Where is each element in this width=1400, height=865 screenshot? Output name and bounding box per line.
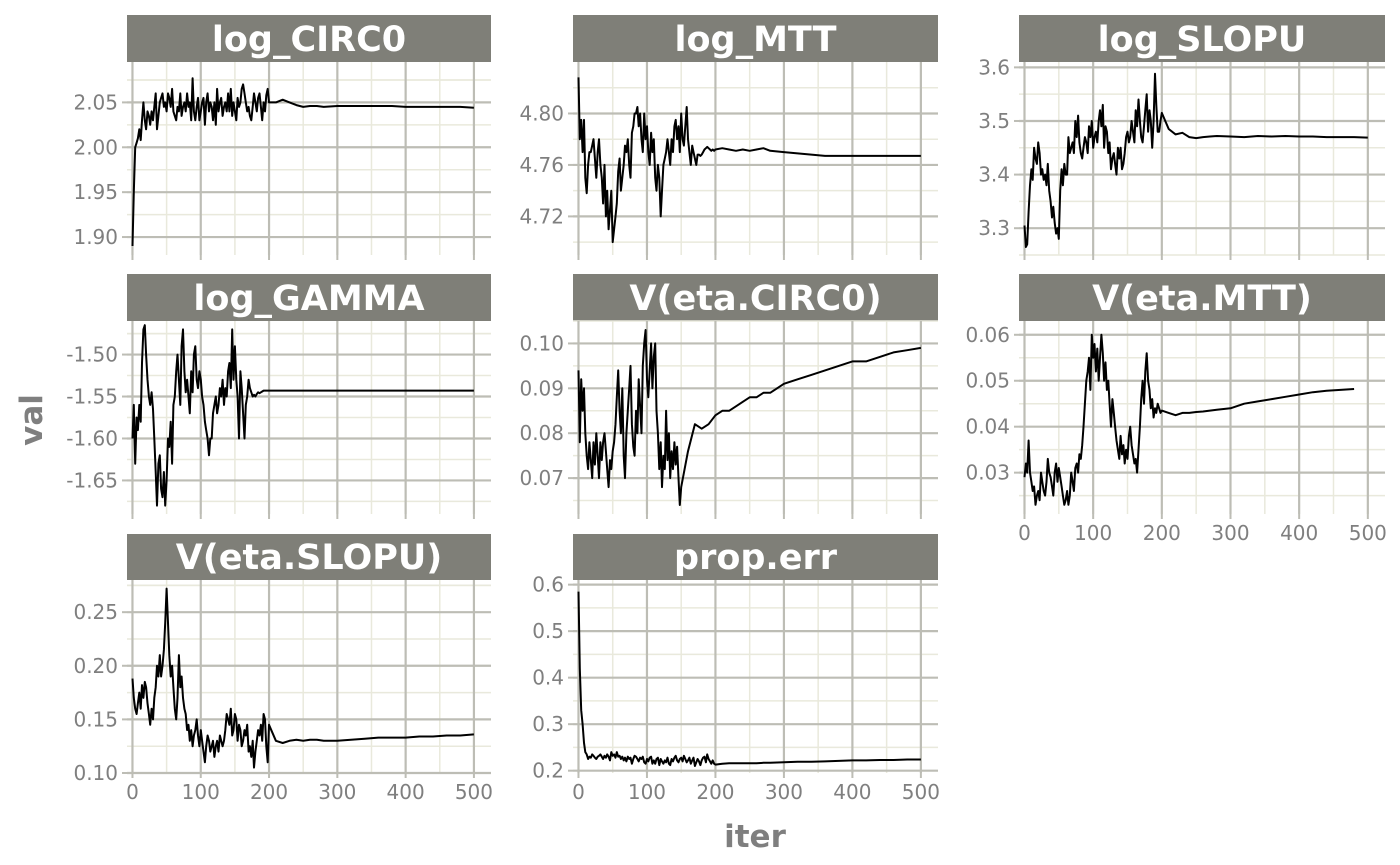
x-tick-label: 200 xyxy=(696,780,734,804)
y-tick-label: 0.20 xyxy=(73,654,118,678)
y-tick-label: 0.03 xyxy=(965,461,1010,485)
y-axis-title: val xyxy=(14,394,50,446)
x-tick-label: 0 xyxy=(1018,521,1031,545)
x-tick-label: 100 xyxy=(182,780,220,804)
y-tick-label: 0.3 xyxy=(532,712,564,736)
facet-title: prop.err xyxy=(674,538,838,578)
x-tick-label: 400 xyxy=(833,780,871,804)
y-tick-label: 3.6 xyxy=(978,55,1010,79)
y-tick-label: 0.08 xyxy=(519,421,564,445)
strip-background xyxy=(1019,15,1385,62)
y-tick-label: 4.76 xyxy=(519,153,564,177)
x-axis-title: iter xyxy=(724,819,786,855)
y-tick-label: 0.06 xyxy=(965,323,1010,347)
x-tick-label: 100 xyxy=(1074,521,1112,545)
x-tick-label: 200 xyxy=(250,780,288,804)
series-line xyxy=(1023,333,1355,506)
facet-panel: prop.err 0.2 0.3 0.4 0.5 0.6 0 100 200 300 400 500 xyxy=(532,534,940,804)
strip-background xyxy=(127,534,491,580)
facet-panel: V(eta.MTT) 0.03 0.04 0.05 0.06 0 100 200 300 400 5… xyxy=(965,274,1387,545)
y-tick-label: 4.72 xyxy=(519,204,564,228)
facet-panel: log_MTT 4.72 4.76 4.80 xyxy=(519,15,938,260)
x-tick-label: 0 xyxy=(126,780,139,804)
y-tick-label: -1.65 xyxy=(66,468,118,492)
y-tick-label: 1.90 xyxy=(73,225,118,249)
facet-panel: V(eta.CIRC0) 0.07 0.08 0.09 0.10 xyxy=(519,274,938,519)
y-tick-label: 0.6 xyxy=(532,573,564,597)
y-tick-label: 2.00 xyxy=(73,135,118,159)
series-line xyxy=(577,77,921,244)
x-tick-label: 300 xyxy=(1211,521,1249,545)
x-tick-label: 500 xyxy=(1349,521,1387,545)
series-line xyxy=(1023,72,1368,248)
strip-background xyxy=(1019,274,1385,321)
y-tick-label: 0.4 xyxy=(532,666,564,690)
y-tick-label: 3.3 xyxy=(978,216,1010,240)
x-tick-label: 500 xyxy=(455,780,493,804)
x-tick-label: 300 xyxy=(765,780,803,804)
facet-title: log_GAMMA xyxy=(193,279,424,319)
strip-background xyxy=(573,274,938,321)
x-tick-label: 300 xyxy=(318,780,356,804)
facet-title: V(eta.SLOPU) xyxy=(176,538,443,578)
y-tick-label: 0.05 xyxy=(965,369,1010,393)
x-tick-label: 0 xyxy=(572,780,585,804)
x-tick-label: 400 xyxy=(387,780,425,804)
strip-background xyxy=(127,274,491,321)
facet-title: log_MTT xyxy=(675,20,837,60)
strip-background xyxy=(127,15,491,62)
y-tick-label: 1.95 xyxy=(73,180,118,204)
facet-panels: log_CIRC0 1.90 1.95 2.00 2.05 log_MTT 4.72 4.76… xyxy=(66,15,1387,804)
series-line xyxy=(131,587,474,769)
y-tick-label: 0.04 xyxy=(965,415,1010,439)
strip-background xyxy=(573,15,938,62)
x-tick-label: 100 xyxy=(628,780,666,804)
y-tick-label: -1.50 xyxy=(66,343,118,367)
y-tick-label: 2.05 xyxy=(73,90,118,114)
series-line xyxy=(577,591,921,767)
series-line xyxy=(131,77,474,247)
series-line xyxy=(131,324,474,507)
facet-panel: log_GAMMA -1.65 -1.60 -1.55 -1.50 xyxy=(66,274,491,519)
facet-panel: log_CIRC0 1.90 1.95 2.00 2.05 xyxy=(73,15,491,260)
y-tick-label: 3.5 xyxy=(978,109,1010,133)
y-tick-label: 3.4 xyxy=(978,163,1010,187)
facet-panel: log_SLOPU 3.3 3.4 3.5 3.6 xyxy=(978,15,1385,260)
x-tick-label: 500 xyxy=(902,780,940,804)
facet-title: log_CIRC0 xyxy=(212,20,406,60)
facet-title: log_SLOPU xyxy=(1098,20,1307,60)
series-line xyxy=(577,329,922,506)
strip-background xyxy=(573,534,938,580)
y-tick-label: 0.5 xyxy=(532,619,564,643)
y-tick-label: 0.2 xyxy=(532,759,564,783)
facet-panel: V(eta.SLOPU) 0.10 0.15 0.20 0.25 0 100 200 300 40… xyxy=(73,534,493,804)
y-tick-label: 4.80 xyxy=(519,101,564,125)
y-tick-label: 0.07 xyxy=(519,466,564,490)
y-tick-label: 0.15 xyxy=(73,707,118,731)
y-tick-label: -1.60 xyxy=(66,426,118,450)
y-tick-label: -1.55 xyxy=(66,385,118,409)
facet-title: V(eta.CIRC0) xyxy=(629,279,881,319)
facet-title: V(eta.MTT) xyxy=(1092,279,1312,319)
y-tick-label: 0.25 xyxy=(73,600,118,624)
y-tick-label: 0.09 xyxy=(519,376,564,400)
y-tick-label: 0.10 xyxy=(519,331,564,355)
y-tick-label: 0.10 xyxy=(73,761,118,785)
x-tick-label: 200 xyxy=(1143,521,1181,545)
x-tick-label: 400 xyxy=(1280,521,1318,545)
